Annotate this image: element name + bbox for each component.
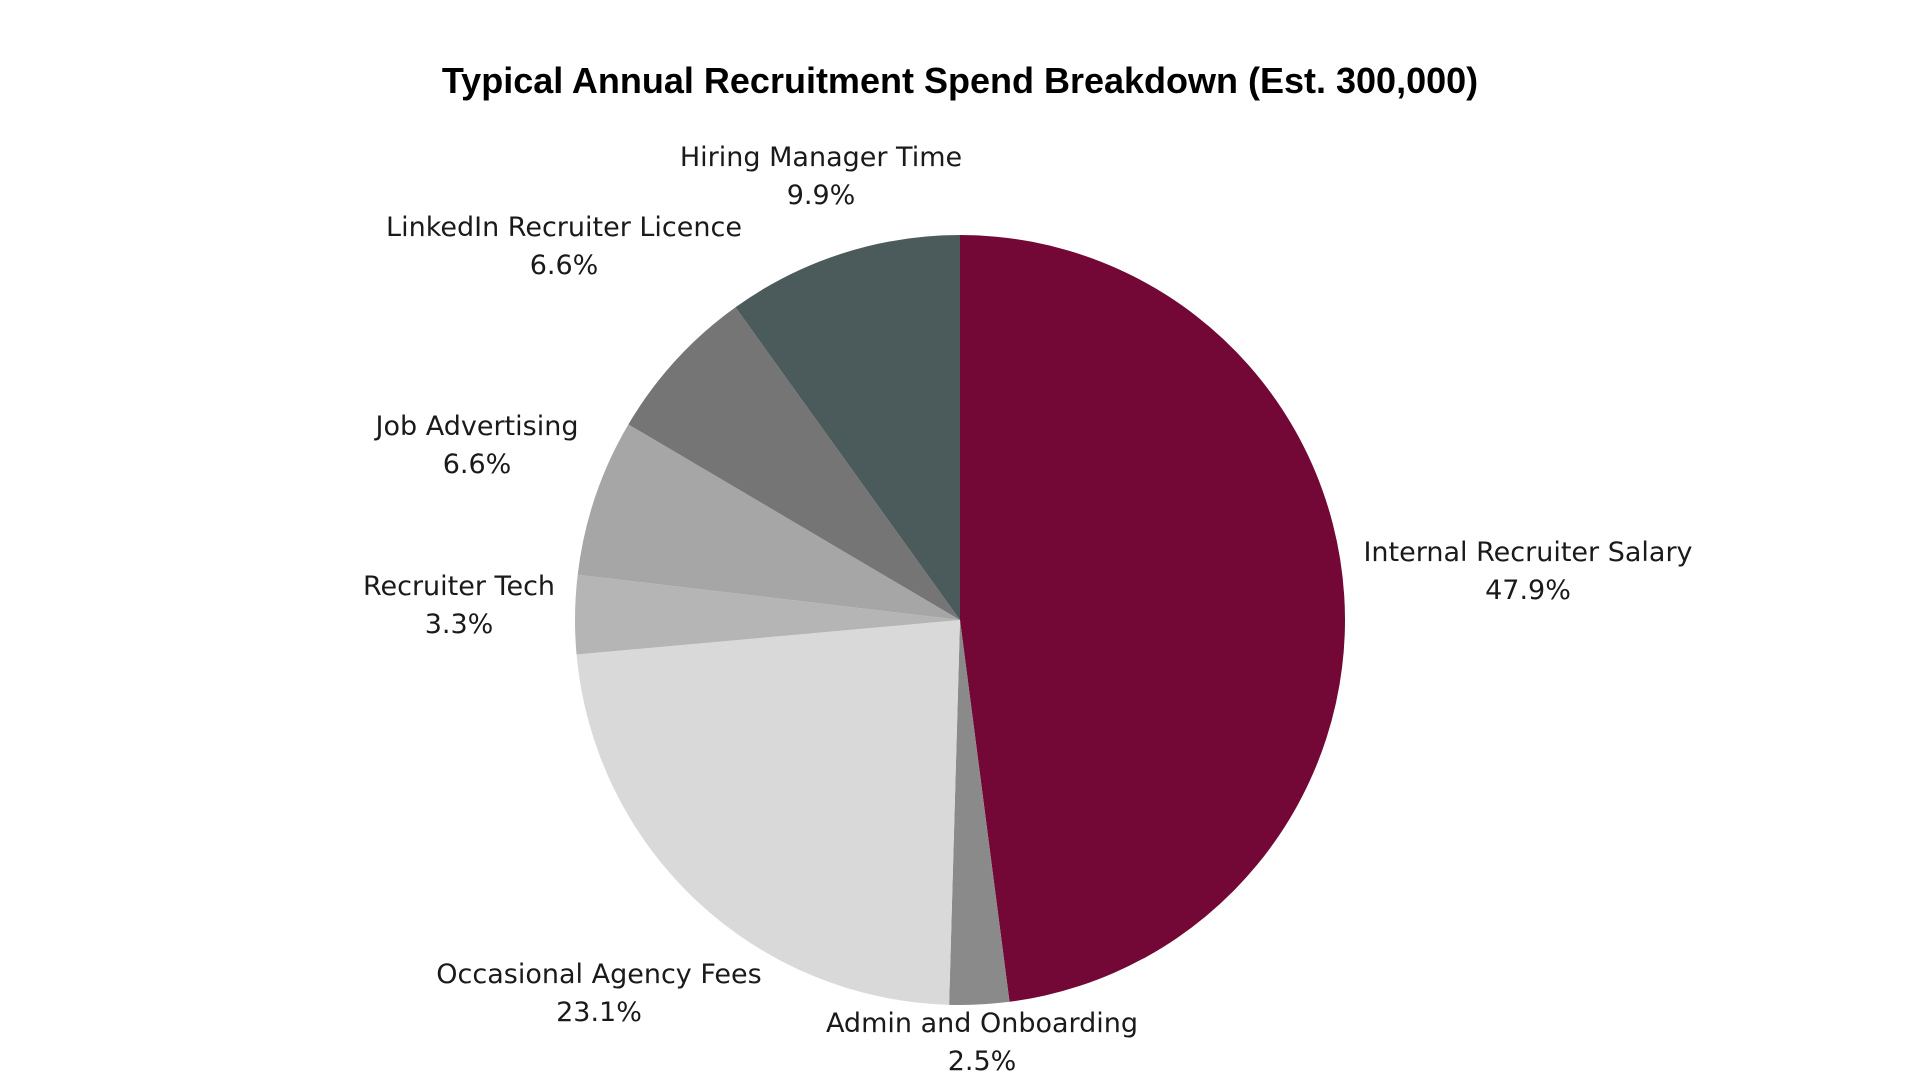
pie-slice-hiring-manager-time (735, 234, 960, 620)
slice-label-internal-recruiter-salary: Internal Recruiter Salary (1363, 537, 1692, 568)
chart-title: Typical Annual Recruitment Spend Breakdo… (442, 60, 1478, 101)
slice-value-hiring-manager-time: 9.9% (787, 180, 856, 211)
slice-value-linkedin-recruiter-licence: 6.6% (530, 250, 599, 281)
slice-label-linkedin-recruiter-licence: LinkedIn Recruiter Licence (386, 212, 742, 243)
pie-labels: Internal Recruiter Salary 47.9% Admin and … (363, 142, 1693, 1077)
slice-value-job-advertising: 6.6% (443, 449, 512, 480)
slice-label-job-advertising: Job Advertising (374, 411, 579, 442)
slice-value-recruiter-tech: 3.3% (425, 609, 494, 640)
pie-slices (575, 234, 1346, 1005)
pie-slice-recruiter-tech (575, 574, 960, 655)
pie-slice-admin-and-onboarding (949, 620, 1010, 1005)
pie-slice-linkedin-recruiter-licence (628, 307, 960, 620)
slice-label-recruiter-tech: Recruiter Tech (363, 571, 555, 602)
slice-value-occasional-agency-fees: 23.1% (556, 997, 642, 1028)
pie-slice-internal-recruiter-salary (960, 235, 1346, 1002)
slice-value-admin-and-onboarding: 2.5% (948, 1046, 1017, 1077)
slice-value-internal-recruiter-salary: 47.9% (1485, 575, 1571, 606)
pie-slice-occasional-agency-fees (576, 620, 960, 1005)
slice-label-admin-and-onboarding: Admin and Onboarding (826, 1008, 1138, 1039)
slice-label-hiring-manager-time: Hiring Manager Time (680, 142, 962, 173)
pie-slice-job-advertising (577, 424, 960, 620)
slice-label-occasional-agency-fees: Occasional Agency Fees (436, 959, 761, 990)
